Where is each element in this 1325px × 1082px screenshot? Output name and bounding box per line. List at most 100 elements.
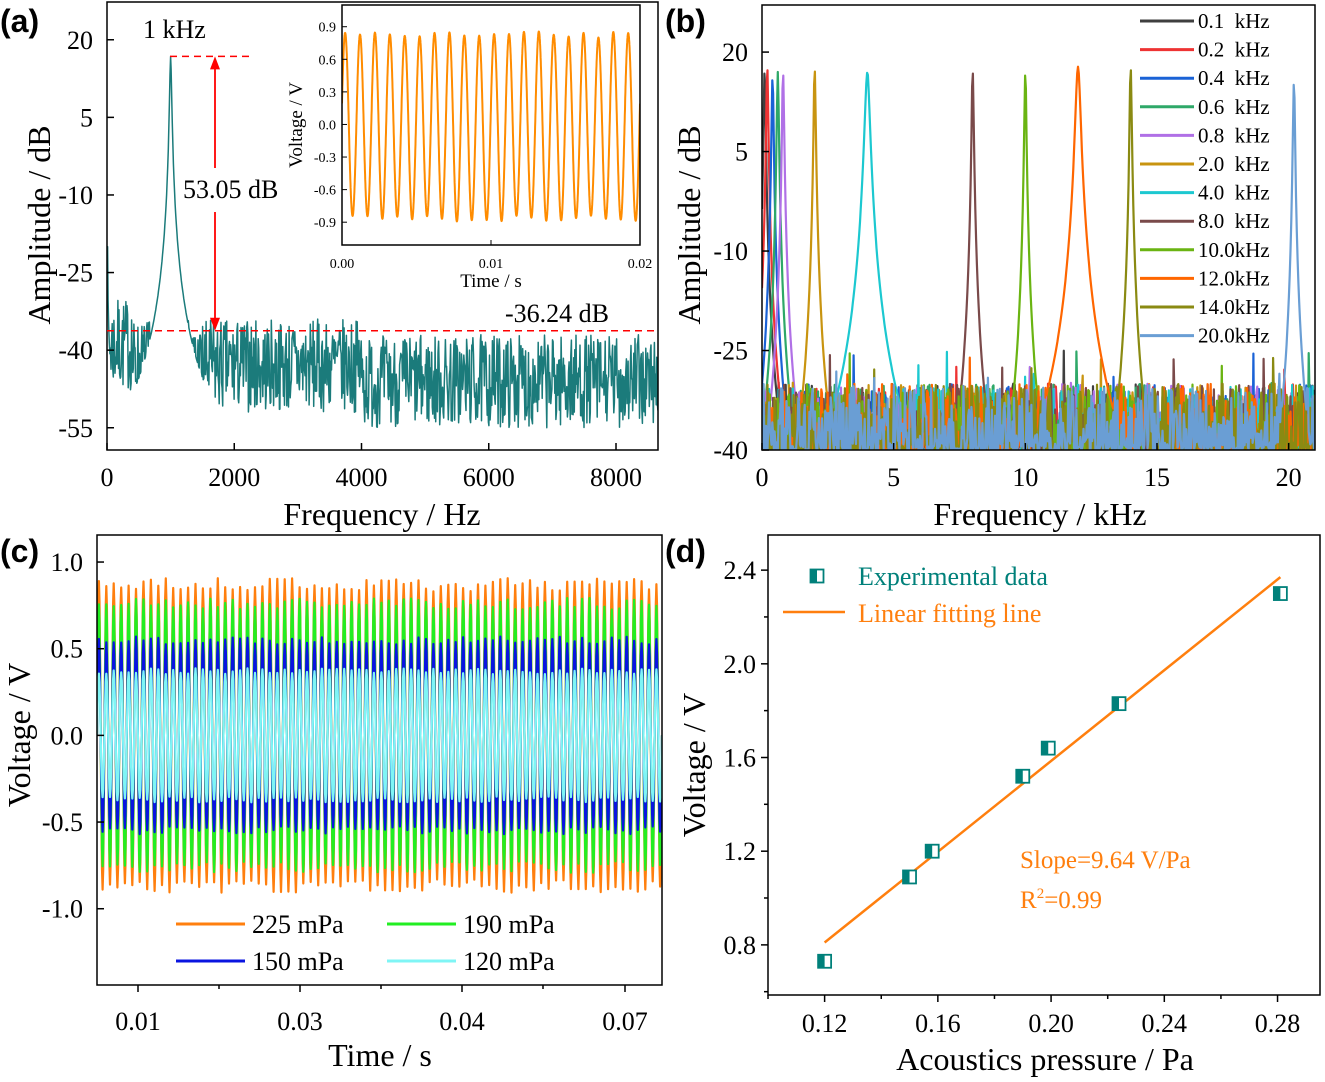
legend-label: 4.0 kHz — [1198, 181, 1270, 205]
data-point — [1040, 740, 1056, 756]
data-point — [924, 843, 940, 859]
x-tick-label: 4000 — [336, 463, 388, 492]
panel-label: (a) — [0, 3, 39, 39]
legend-label: Linear fitting line — [858, 599, 1041, 628]
panel-label: (c) — [0, 533, 39, 569]
legend-label: 10.0kHz — [1198, 238, 1270, 262]
legend-label: 14.0kHz — [1198, 295, 1270, 319]
y-tick-label: -55 — [58, 414, 93, 443]
x-axis-label: Frequency / kHz — [933, 496, 1146, 532]
spectrum-line — [107, 55, 658, 429]
arrow-down-head — [210, 317, 220, 331]
x-tick-label: 0.16 — [915, 1009, 961, 1038]
inset-y-tick-label: 0.0 — [319, 118, 337, 133]
arrow-up-head — [210, 56, 220, 70]
legend-label: 20.0kHz — [1198, 324, 1270, 348]
panel-label: (d) — [665, 533, 706, 569]
inset-y-tick-label: 0.3 — [319, 86, 337, 101]
y-tick-label: -10 — [713, 237, 748, 266]
y-tick-label: 1.2 — [724, 837, 757, 866]
panel-b: 20 5 -10 -25 -40 0 5 10 15 20 Frequency / kHz Ampli… — [665, 3, 1316, 532]
y-tick-label: -25 — [713, 337, 748, 366]
marker-fill — [810, 569, 817, 583]
data-point — [902, 869, 917, 885]
x-tick-label: 0.01 — [115, 1007, 161, 1036]
marker-fill — [1016, 769, 1023, 783]
legend-label: 0.8 kHz — [1198, 123, 1270, 147]
y-tick-label: 20 — [722, 38, 748, 67]
legend-marker — [809, 568, 825, 584]
inset-y-tick-label: -0.6 — [314, 184, 336, 199]
legend-label: 225 mPa — [252, 910, 344, 939]
legend-label: 12.0kHz — [1198, 266, 1270, 290]
x-tick-label: 0.07 — [602, 1007, 648, 1036]
panel-label: (b) — [665, 3, 706, 39]
panel-b-axes-frame — [761, 4, 1316, 451]
marker-fill — [1041, 741, 1049, 755]
y-tick-label: -10 — [58, 181, 93, 210]
panel-a-axes-frame — [106, 1, 659, 451]
data-point — [817, 953, 833, 969]
y-tick-label: 1.0 — [51, 548, 84, 577]
marker-fill — [925, 844, 933, 858]
inset-y-tick-label: 0.9 — [319, 21, 337, 36]
panel-c: 1.0 0.5 0.0 -0.5 -1.0 0.01 0.03 0.04 0.07 Time / … — [0, 533, 663, 1073]
legend-label: 0.1 kHz — [1198, 9, 1270, 33]
x-tick-label: 0 — [756, 463, 769, 492]
y-tick-label: -25 — [58, 259, 93, 288]
inset-x-tick-label: 0.00 — [330, 257, 355, 272]
y-tick-label: -40 — [713, 436, 748, 465]
x-tick-label: 2000 — [208, 463, 260, 492]
y-tick-label: 0.5 — [51, 635, 84, 664]
x-axis-label: Frequency / Hz — [283, 496, 480, 532]
snr-annotation: 53.05 dB — [183, 175, 278, 204]
x-tick-label: 0.04 — [439, 1007, 485, 1036]
x-tick-label: 0 — [101, 463, 114, 492]
marker-fill — [903, 870, 910, 884]
y-tick-label: 5 — [80, 103, 93, 132]
x-tick-label: 0.24 — [1142, 1009, 1188, 1038]
y-tick-label: 5 — [735, 138, 748, 167]
x-tick-label: 8000 — [590, 463, 642, 492]
y-tick-label: 20 — [67, 26, 93, 55]
panel-d: 2.4 2.0 1.6 1.2 0.8 0.12 0.16 0.20 0.24 0.28 Acous… — [665, 533, 1321, 1077]
y-tick-label: 0.0 — [51, 721, 84, 750]
legend-label: 0.2 kHz — [1198, 38, 1270, 62]
noise-floor-annotation: -36.24 dB — [505, 299, 609, 328]
y-tick-label: -40 — [58, 336, 93, 365]
panel-d-axes-frame — [767, 534, 1321, 996]
marker-fill — [818, 954, 825, 968]
legend-label: 120 mPa — [463, 947, 555, 976]
inset-x-axis-label: Time / s — [460, 271, 522, 292]
inset-x-tick-label: 0.02 — [628, 257, 653, 272]
x-tick-label: 0.03 — [277, 1007, 323, 1036]
y-axis-label: Amplitude / dB — [21, 125, 57, 324]
x-tick-label: 6000 — [463, 463, 515, 492]
inset-y-tick-label: -0.9 — [314, 216, 336, 231]
y-tick-label: 0.8 — [724, 931, 757, 960]
x-tick-label: 0.12 — [802, 1009, 848, 1038]
panel-a: 20 5 -10 -25 -40 -55 0 2000 4000 6000 8000 Frequenc… — [0, 1, 659, 532]
inset-y-axis-label: Voltage / V — [286, 82, 307, 168]
legend-label: 2.0 kHz — [1198, 152, 1270, 176]
x-tick-label: 20 — [1276, 463, 1302, 492]
y-axis-label: Amplitude / dB — [671, 125, 707, 324]
legend: 225 mPa 190 mPa 150 mPa 120 mPa — [176, 910, 555, 976]
inset-y-tick-label: -0.3 — [314, 151, 336, 166]
data-point — [1272, 586, 1288, 601]
linear-fit-line — [823, 576, 1282, 944]
inset-x-tick-label: 0.01 — [479, 257, 504, 272]
x-tick-label: 5 — [887, 463, 900, 492]
slope-annotation: Slope=9.64 V/Pa — [1020, 847, 1191, 874]
r-squared-part: 2 — [1037, 886, 1045, 902]
x-tick-label: 0.28 — [1255, 1009, 1301, 1038]
marker-fill — [1273, 587, 1281, 601]
spectrum-line-20-0kHz — [762, 83, 1315, 450]
y-tick-label: 2.4 — [724, 556, 757, 585]
legend-label: 190 mPa — [463, 910, 555, 939]
legend-label: Experimental data — [858, 562, 1048, 591]
r-squared-part: R — [1020, 887, 1037, 914]
y-tick-label: 1.6 — [724, 744, 757, 773]
marker-fill — [1112, 697, 1120, 711]
